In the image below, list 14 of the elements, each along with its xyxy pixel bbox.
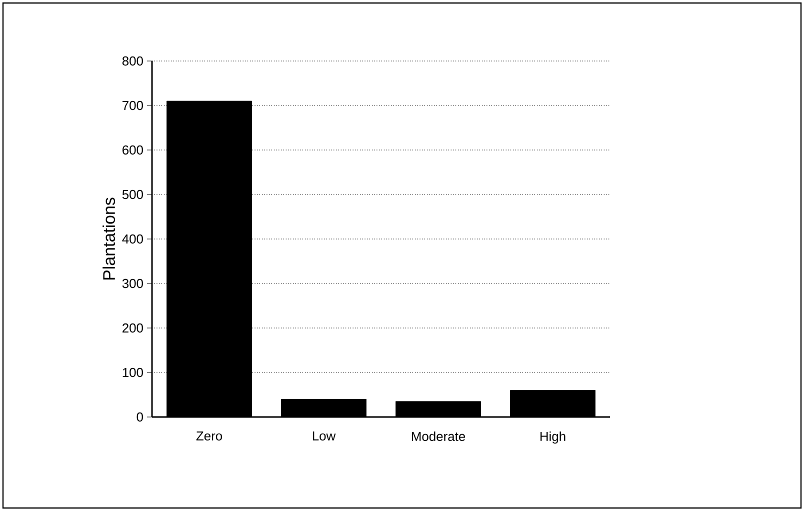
- y-axis-title: Plantations: [102, 198, 116, 280]
- y-tick-label: 700: [122, 100, 143, 110]
- y-tick-label: 100: [122, 368, 143, 378]
- y-tick-label: 500: [122, 190, 143, 200]
- y-tick-label: 200: [122, 323, 143, 333]
- y-tick-label: 400: [122, 234, 143, 244]
- x-tick-label: Moderate: [412, 432, 466, 442]
- x-tick-label: Low: [312, 432, 336, 441]
- x-tick-label: Zero: [196, 432, 222, 441]
- y-tick-label: 800: [122, 56, 143, 66]
- y-tick-label: 600: [122, 145, 143, 155]
- y-tick-label: 0: [136, 412, 143, 422]
- x-tick-label: High: [540, 432, 566, 444]
- y-tick-label: 300: [122, 278, 143, 288]
